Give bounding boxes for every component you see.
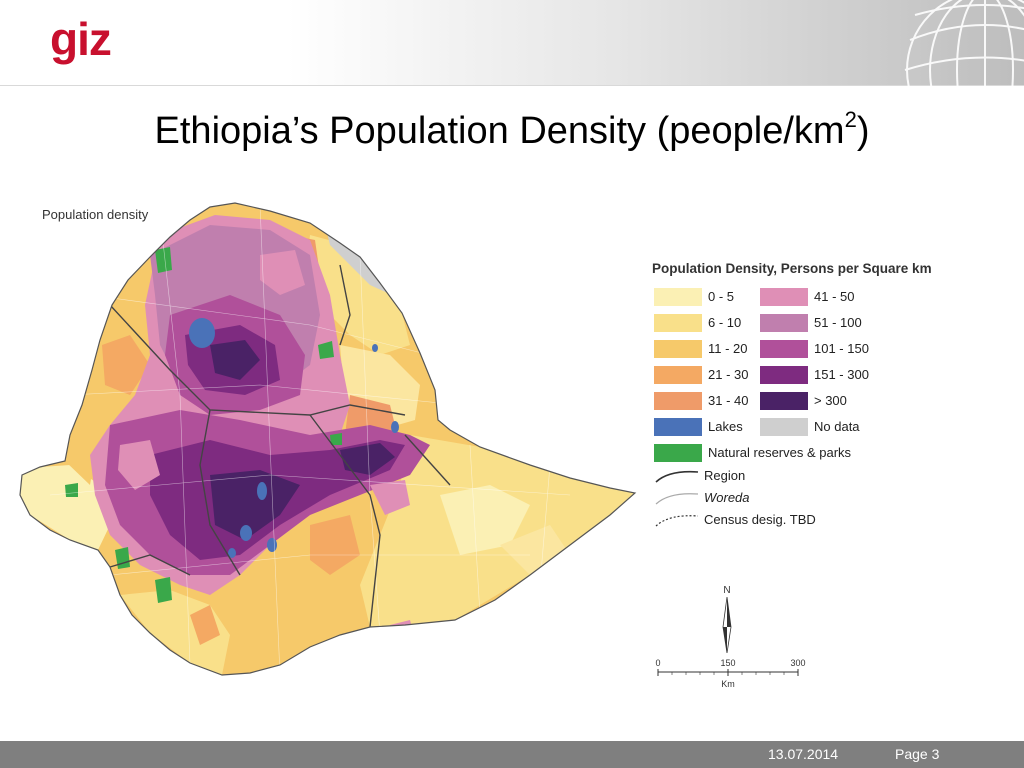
legend-swatch (654, 418, 702, 436)
legend-swatch (654, 340, 702, 358)
woreda-line-icon (655, 493, 699, 505)
scale-tick-label: 300 (790, 658, 805, 668)
ethiopia-density-map (19, 202, 637, 676)
legend-label: 41 - 50 (814, 289, 855, 304)
legend-swatch (654, 444, 702, 462)
footer-band (0, 741, 1024, 768)
legend-swatch (760, 340, 808, 358)
footer-date: 13.07.2014 (768, 746, 839, 762)
legend-swatch (760, 366, 808, 384)
legend-swatch (654, 314, 702, 332)
legend-label: 21 - 30 (708, 367, 749, 382)
north-label: N (723, 585, 730, 596)
legend-swatch (654, 392, 702, 410)
header-band (0, 0, 1024, 86)
map-label: Population density (42, 207, 149, 222)
legend-label: 0 - 5 (708, 289, 735, 304)
slide-title: Ethiopia’s Population Density (people/km… (0, 107, 1024, 153)
scale-tick-label: 150 (720, 658, 735, 668)
title-superscript: 2 (844, 107, 857, 132)
legend-swatch (760, 392, 808, 410)
scale-bar: 0 150 300 Km (655, 658, 805, 689)
header-divider (0, 85, 1024, 86)
legend-label: No data (814, 419, 860, 434)
giz-logo: giz (50, 13, 112, 65)
globe-icon (904, 0, 1024, 86)
legend-label: > 300 (814, 393, 847, 408)
region-line-icon (655, 470, 699, 483)
legend-swatch (654, 288, 702, 306)
legend-label: Natural reserves & parks (708, 445, 852, 460)
boundary-label: Region (704, 468, 746, 483)
legend-title: Population Density, Persons per Square k… (652, 261, 932, 276)
legend-swatch (654, 366, 702, 384)
north-arrow-icon: N (722, 585, 732, 654)
legend-label: 11 - 20 (708, 341, 748, 356)
scale-unit-label: Km (721, 679, 735, 689)
legend-label: 151 - 300 (814, 367, 869, 382)
legend-label: 31 - 40 (708, 393, 749, 408)
boundary-label: Woreda (704, 490, 750, 505)
legend-label: 6 - 10 (708, 315, 742, 330)
title-text: Ethiopia’s Population Density (people/km (154, 110, 845, 152)
legend-swatch (760, 314, 808, 332)
legend-label: 101 - 150 (814, 341, 869, 356)
title-end: ) (856, 110, 870, 152)
footer-page-number: Page 3 (895, 746, 940, 762)
legend-label: 51 - 100 (814, 315, 862, 330)
scale-tick-label: 0 (655, 658, 660, 668)
legend-swatch (760, 418, 808, 436)
census-line-icon (655, 515, 699, 527)
legend-swatch (760, 288, 808, 306)
boundary-label: Census desig. TBD (704, 512, 816, 527)
legend-label: Lakes (708, 419, 743, 434)
